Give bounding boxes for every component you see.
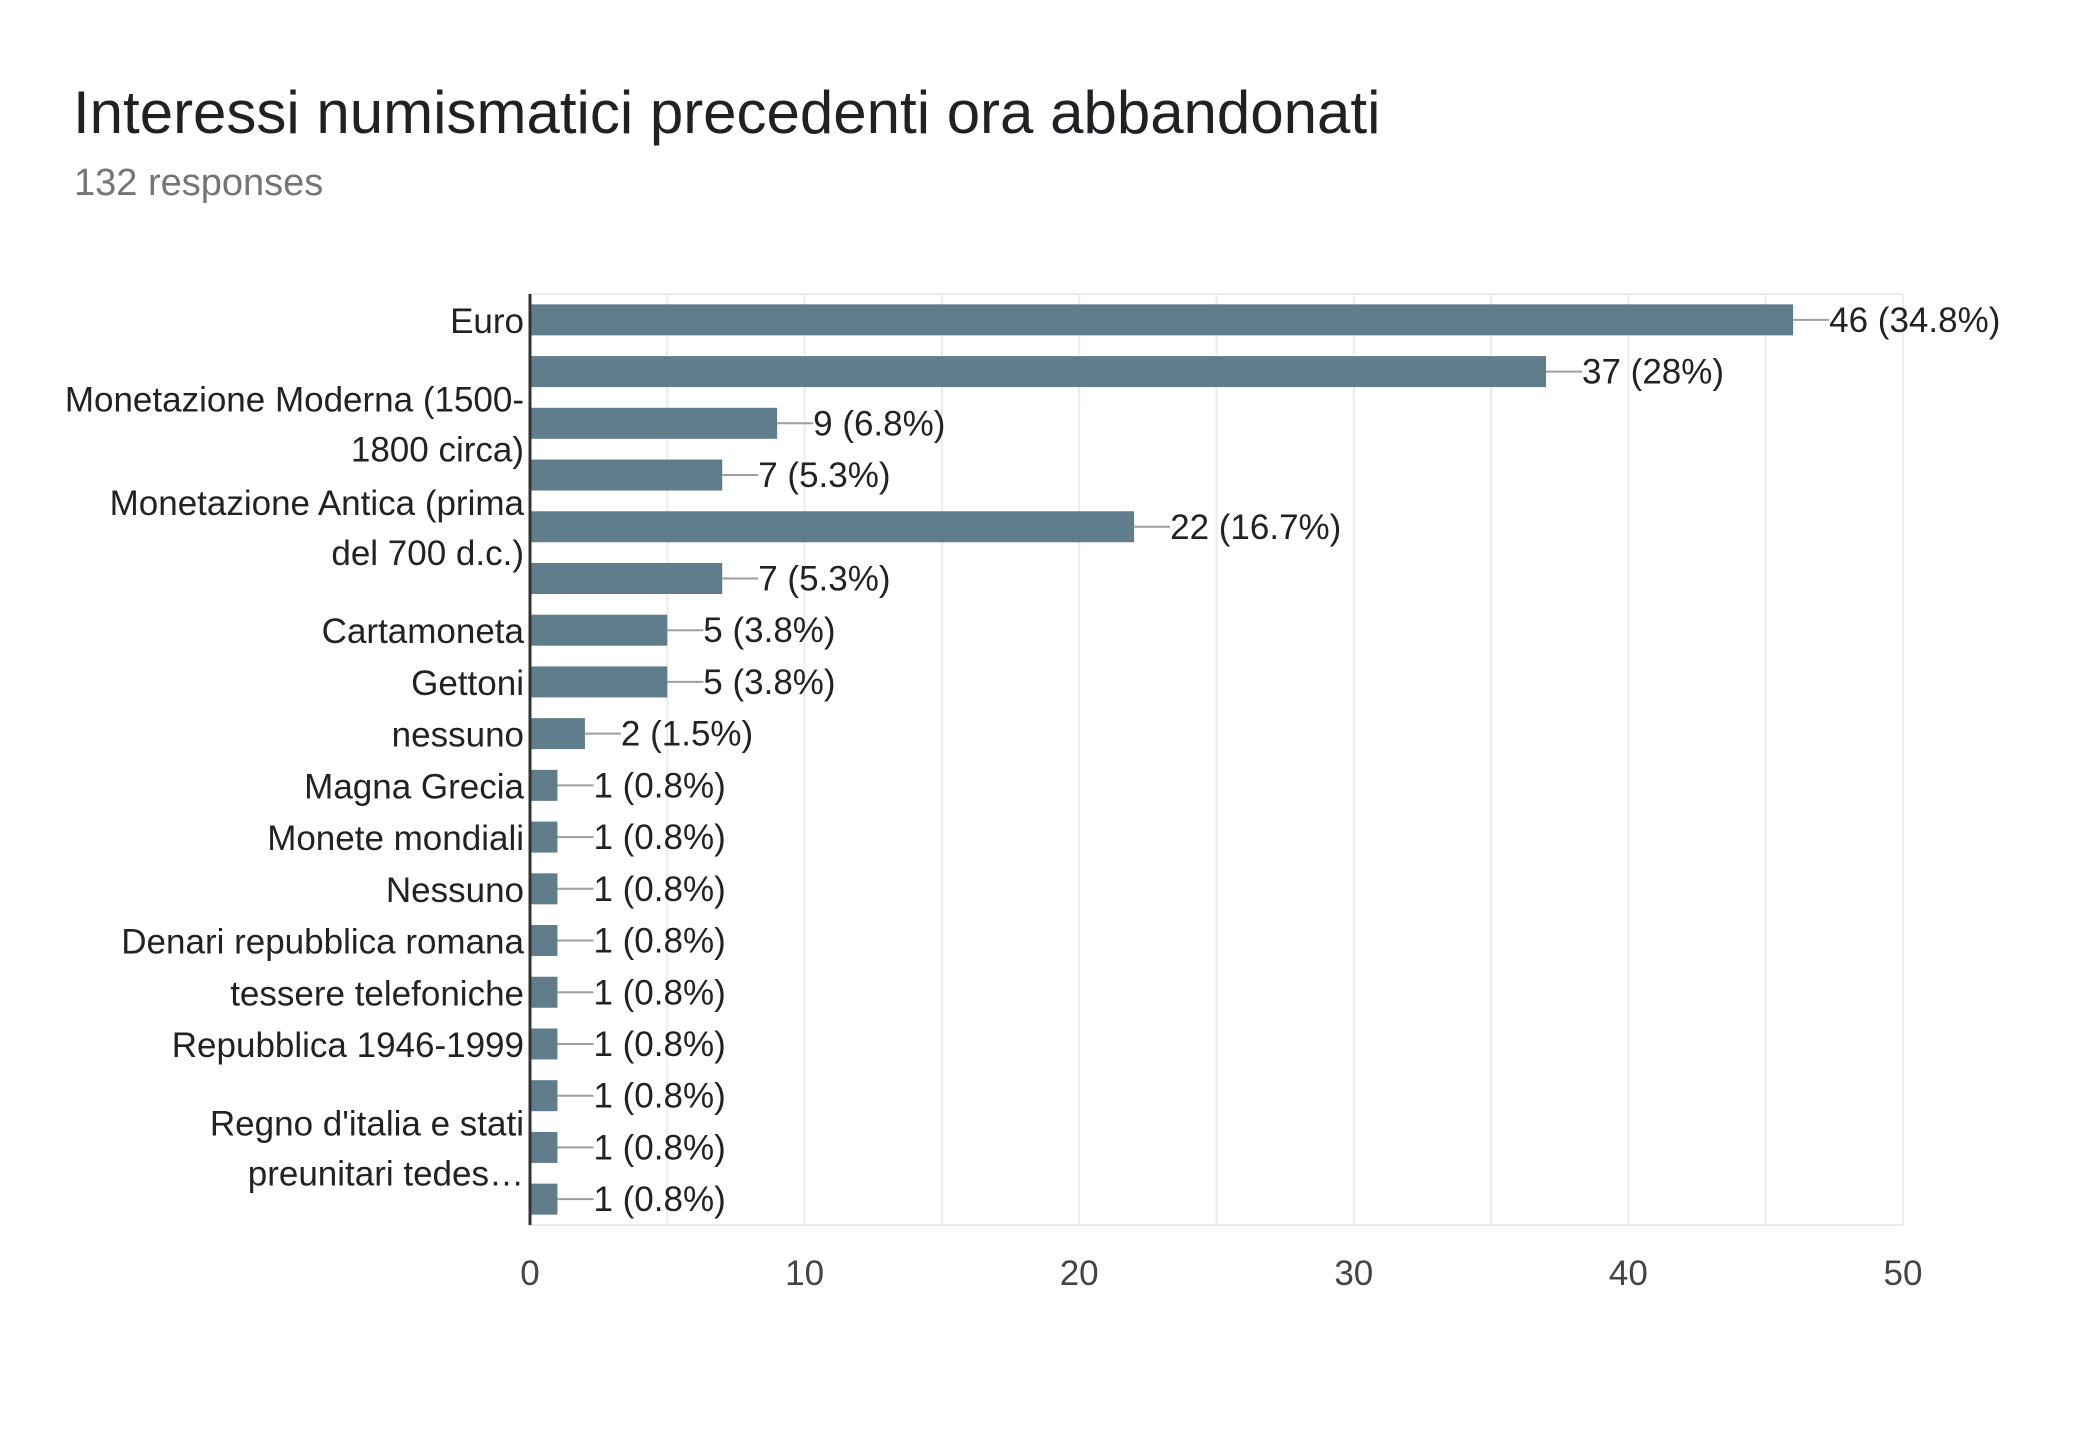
response-count: 132 responses (74, 162, 324, 204)
category-label: Monetazione Moderna (1500- (65, 380, 524, 419)
bar (530, 873, 558, 905)
bar (530, 976, 558, 1008)
category-labels: Euro Monetazione Moderna (1500- 1800 circa… (65, 302, 525, 1194)
bar (530, 304, 1794, 336)
data-label: 1 (0.8%) (593, 1180, 725, 1219)
bar (530, 1131, 558, 1163)
bar (530, 356, 1547, 388)
x-tick-label: 20 (1060, 1254, 1099, 1293)
bar (530, 666, 668, 698)
data-label: 9 (6.8%) (813, 404, 945, 443)
data-label: 1 (0.8%) (593, 922, 725, 961)
category-label: nessuno (392, 716, 524, 755)
data-label: 1 (0.8%) (593, 766, 725, 805)
x-tick-label: 0 (520, 1254, 539, 1293)
bar (530, 407, 778, 439)
category-label: Monete mondiali (267, 819, 524, 858)
x-tick-label: 40 (1609, 1254, 1648, 1293)
x-tick-label: 10 (785, 1254, 824, 1293)
bar (530, 1028, 558, 1060)
category-label: Cartamoneta (322, 612, 525, 651)
data-label: 7 (5.3%) (758, 559, 890, 598)
bar (530, 718, 585, 750)
category-label: del 700 d.c.) (331, 534, 524, 573)
x-axis-ticks: 0 10 20 30 40 50 (520, 1254, 1922, 1293)
data-label: 22 (16.7%) (1170, 508, 1341, 547)
category-label: Euro (450, 302, 524, 341)
category-label: preunitari tedes… (248, 1154, 524, 1193)
category-label: tessere telefoniche (230, 974, 524, 1013)
data-label: 2 (1.5%) (621, 715, 753, 754)
category-label: Regno d'italia e stati (210, 1104, 524, 1143)
bar (530, 925, 558, 957)
data-label: 1 (0.8%) (593, 1025, 725, 1064)
bar (530, 821, 558, 853)
bar (530, 1080, 558, 1112)
data-label: 46 (34.8%) (1829, 301, 2000, 340)
x-tick-label: 30 (1334, 1254, 1373, 1293)
data-label: 37 (28%) (1582, 353, 1724, 392)
x-tick-label: 50 (1884, 1254, 1923, 1293)
category-label: Magna Grecia (304, 767, 524, 806)
category-label: Gettoni (411, 664, 524, 703)
category-label: Repubblica 1946-1999 (172, 1026, 524, 1065)
bar (530, 1183, 558, 1215)
bar (530, 769, 558, 801)
category-label: 1800 circa) (351, 430, 524, 469)
data-label: 7 (5.3%) (758, 456, 890, 495)
data-label: 1 (0.8%) (593, 973, 725, 1012)
data-label: 1 (0.8%) (593, 870, 725, 909)
gridlines (530, 293, 1904, 1226)
data-label: 1 (0.8%) (593, 1128, 725, 1167)
data-label: 5 (3.8%) (703, 611, 835, 650)
category-label: Nessuno (386, 871, 524, 910)
data-label: 1 (0.8%) (593, 818, 725, 857)
bar (530, 614, 668, 646)
category-label: Denari repubblica romana (121, 923, 524, 962)
category-label: Monetazione Antica (prima (110, 484, 525, 523)
data-label: 1 (0.8%) (593, 1077, 725, 1116)
bar (530, 511, 1135, 543)
bar (530, 562, 723, 594)
data-label: 5 (3.8%) (703, 663, 835, 702)
chart-title: Interessi numismatici precedenti ora abb… (73, 79, 1381, 146)
bars: 46 (34.8%) 37 (28%) 9 (6.8%) 7 (5.3%) 22 (16… (530, 301, 2000, 1219)
bar (530, 459, 723, 491)
